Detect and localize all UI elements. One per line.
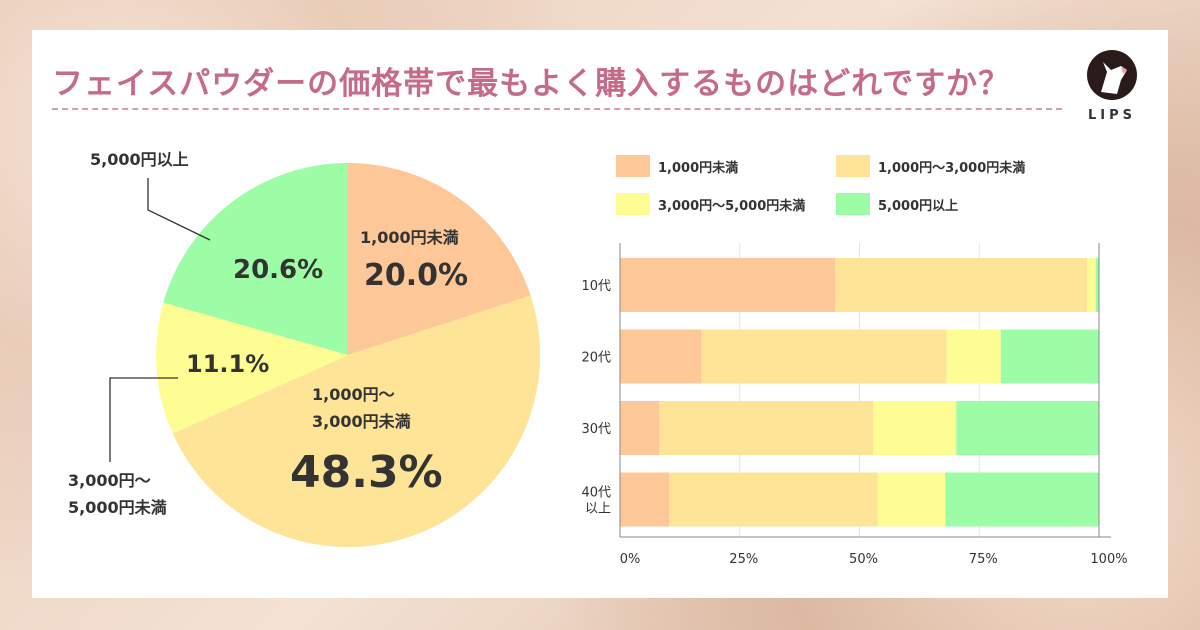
legend-swatch [836,155,870,177]
legend-item: 5,000円以上 [836,193,1056,215]
pie-slice [163,163,348,355]
pie-value-label: 20.6% [233,255,323,285]
pie-slice [155,302,348,434]
pie-value-label: 48.3% [290,447,443,498]
legend-swatch [836,193,870,215]
bar-segment [620,329,702,384]
bar-segment [835,258,1088,312]
pie-chart: 1,000円未満 20.0% 1,000円〜 3,000円未満 48.3% 11.1% 3,… [68,150,541,548]
pie-slice [172,295,541,548]
pie-slice [348,163,531,355]
legend-swatch [616,155,650,177]
category-label: 20代 [581,351,611,366]
bar-segment [1000,329,1099,384]
x-tick-label: 100% [1090,552,1127,567]
legend-item: 1,000円未満 [616,155,836,177]
bar-segment [620,258,836,312]
bar-segment [956,401,1099,455]
legend-label: 3,000円〜5,000円未満 [658,198,806,214]
x-tick-label: 0% [620,552,641,567]
bar-segment [877,472,946,527]
bar-segment [1095,258,1099,312]
lips-logo: LIPS [1082,50,1142,123]
leader-line [109,377,178,462]
legend-swatch [616,193,650,215]
category-label: 10代 [581,279,611,294]
bar-segment [873,401,957,455]
x-tick-label: 75% [969,552,998,567]
bar-segment [1087,258,1096,312]
pie-category-label: 3,000円未満 [312,412,411,431]
category-label: 30代 [581,422,611,437]
bar-legend: 1,000円未満 1,000円〜3,000円未満 3,000円〜5,000円未満 5,… [616,155,1056,215]
pie-category-label: 3,000円〜 [68,471,151,490]
bar-segment [945,472,1099,527]
category-label: 以上 [585,502,611,517]
leader-line [147,178,211,241]
legend-label: 1,000円〜3,000円未満 [878,160,1026,176]
pie-category-label: 5,000円以上 [90,150,189,169]
x-tick-label: 50% [849,552,878,567]
bar-segment [620,472,670,527]
pie-category-label: 1,000円〜 [312,385,395,404]
legend-item: 1,000円〜3,000円未満 [836,155,1056,177]
bar-segment [659,401,874,455]
deer-icon [1087,50,1137,100]
pie-category-label: 1,000円未満 [360,228,459,247]
bar-segment [946,329,1001,384]
legend-label: 1,000円未満 [658,160,739,176]
pie-value-label: 11.1% [186,350,269,378]
pie-category-label: 5,000円未満 [68,498,167,517]
bar-segment [701,329,947,384]
bar-segment [669,472,878,527]
bar-segment [620,401,660,455]
pie-value-label: 20.0% [364,258,468,293]
page-title: フェイスパウダーの価格帯で最もよく購入するものはどれですか？ [52,66,1011,102]
x-tick-label: 25% [729,552,758,567]
title-divider [52,108,1062,110]
legend-label: 5,000円以上 [878,198,959,214]
legend-item: 3,000円〜5,000円未満 [616,193,836,215]
category-label: 40代 [581,486,611,501]
